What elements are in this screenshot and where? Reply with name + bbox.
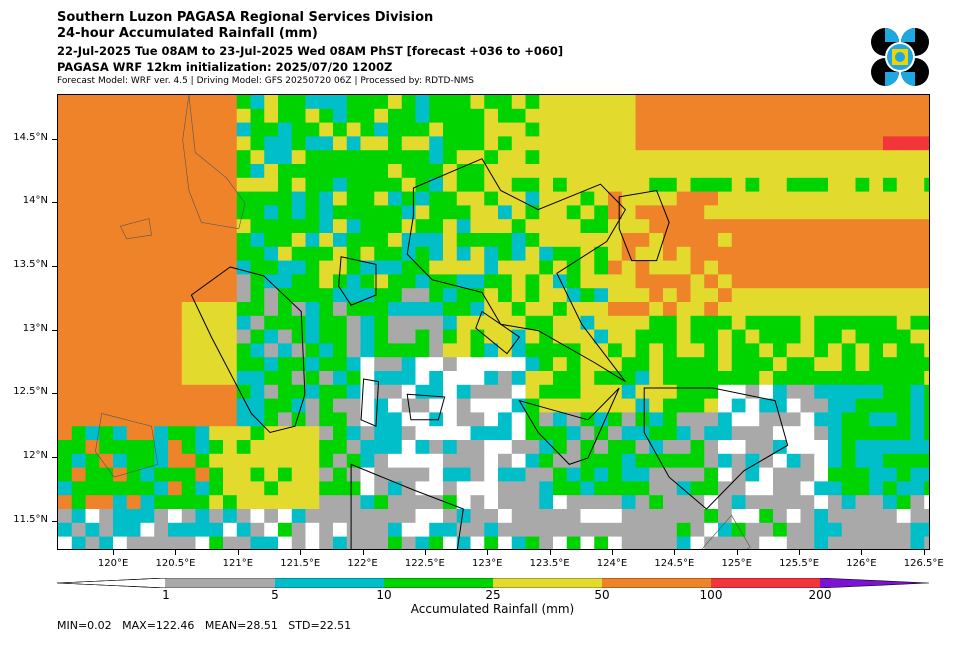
longitude-tick-label: 121.5°E — [280, 558, 321, 569]
rainfall-map — [57, 94, 930, 550]
colorbar-segment — [493, 578, 602, 588]
colorbar-tick-label: 200 — [808, 588, 832, 602]
model-initialization: PAGASA WRF 12km initialization: 2025/07/… — [57, 60, 393, 74]
longitude-tick — [362, 550, 364, 555]
longitude-tick-label: 124.5°E — [654, 558, 695, 569]
coastline — [119, 218, 152, 240]
colorbar-tick-label: 10 — [376, 588, 392, 602]
latitude-tick-label: 12.5°N — [13, 386, 48, 398]
longitude-tick-label: 126.5°E — [903, 558, 944, 569]
longitude-tick — [736, 550, 738, 555]
longitude-tick — [799, 550, 801, 555]
latitude-tick — [52, 457, 57, 459]
longitude-tick — [175, 550, 177, 555]
coastline — [643, 387, 789, 510]
longitude-tick-label: 122.5°E — [404, 558, 445, 569]
coastline — [475, 310, 521, 355]
coastline — [618, 189, 670, 262]
latitude-tick — [52, 202, 57, 204]
colorbar-segment — [275, 578, 384, 588]
latitude-tick — [52, 138, 57, 140]
colorbar-title: Accumulated Rainfall (mm) — [410, 602, 575, 616]
coastline — [406, 393, 446, 421]
latitude-tick-label: 14.5°N — [13, 131, 48, 143]
coastline — [350, 463, 464, 549]
longitude-tick-label: 123.5°E — [529, 558, 570, 569]
latitude-tick-label: 14°N — [22, 195, 48, 207]
longitude-tick — [237, 550, 239, 555]
latitude-tick — [52, 393, 57, 395]
longitude-tick — [113, 550, 115, 555]
colorbar-segment — [166, 578, 275, 588]
longitude-tick-label: 125.5°E — [779, 558, 820, 569]
coastline — [406, 158, 627, 383]
longitude-tick — [300, 550, 302, 555]
latitude-tick-label: 12°N — [22, 450, 48, 462]
colorbar-segment — [711, 578, 820, 588]
map-subtitle: 24-hour Accumulated Rainfall (mm) — [57, 26, 318, 41]
colorbar-outline — [57, 578, 930, 588]
longitude-tick-label: 120.5°E — [155, 558, 196, 569]
longitude-tick-label: 123°E — [472, 558, 503, 569]
colorbar-upper-extension — [820, 578, 929, 588]
longitude-tick-label: 121°E — [222, 558, 254, 569]
longitude-tick-label: 120°E — [97, 558, 129, 569]
latitude-tick-label: 11.5°N — [13, 513, 48, 525]
latitude-tick — [52, 520, 57, 522]
rainfall-statistics: MIN=0.02 MAX=122.46 MEAN=28.51 STD=22.51 — [57, 619, 352, 632]
latitude-tick — [52, 265, 57, 267]
longitude-tick-label: 126°E — [846, 558, 877, 569]
coastline — [338, 256, 377, 306]
coastline — [701, 514, 751, 549]
coastline — [518, 387, 620, 465]
colorbar-tick-label: 1 — [162, 588, 170, 602]
longitude-tick-label: 122°E — [347, 558, 378, 569]
forecast-period: 22-Jul-2025 Tue 08AM to 23-Jul-2025 Wed … — [57, 44, 564, 58]
colorbar-tick-label: 100 — [699, 588, 723, 602]
map-title: Southern Luzon PAGASA Regional Services … — [57, 10, 434, 25]
colorbar — [57, 578, 930, 588]
longitude-tick-label: 124°E — [596, 558, 628, 569]
longitude-tick — [861, 550, 863, 555]
longitude-tick — [549, 550, 551, 555]
longitude-tick — [923, 550, 925, 555]
model-info: Forecast Model: WRF ver. 4.5 | Driving M… — [57, 76, 474, 86]
latitude-tick-label: 13°N — [22, 322, 48, 334]
colorbar-tick-label: 50 — [594, 588, 610, 602]
colorbar-lower-extension — [57, 578, 167, 588]
pagasa-logo-icon — [871, 28, 929, 86]
colorbar-segment — [602, 578, 711, 588]
latitude-tick — [52, 329, 57, 331]
latitude-tick-label: 13.5°N — [13, 258, 48, 270]
coastline — [95, 413, 159, 478]
colorbar-tick-label: 5 — [271, 588, 279, 602]
longitude-tick-label: 125°E — [721, 558, 752, 569]
longitude-tick — [674, 550, 676, 555]
coastline — [190, 266, 306, 434]
colorbar-tick-label: 25 — [485, 588, 501, 602]
longitude-tick — [611, 550, 613, 555]
longitude-tick — [424, 550, 426, 555]
coastline — [182, 95, 246, 230]
longitude-tick — [487, 550, 489, 555]
coastline — [360, 378, 380, 427]
rainfall-grid — [58, 95, 929, 549]
colorbar-segment — [384, 578, 493, 588]
